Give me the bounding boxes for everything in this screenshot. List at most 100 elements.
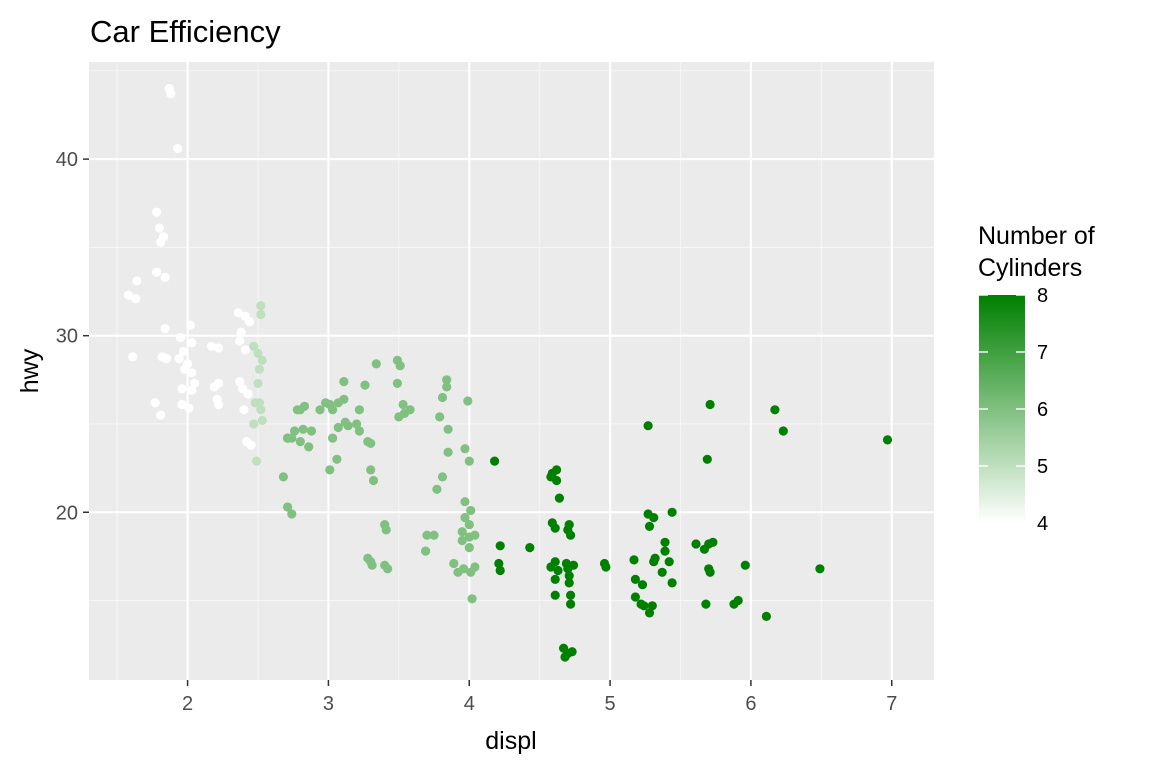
data-point xyxy=(214,343,224,353)
data-point xyxy=(464,520,474,530)
data-point xyxy=(178,347,188,357)
data-point xyxy=(339,394,349,404)
x-tick-label: 6 xyxy=(745,693,756,715)
data-point xyxy=(466,505,476,516)
data-point xyxy=(564,571,574,581)
data-point xyxy=(561,558,572,569)
data-point xyxy=(494,558,504,569)
data-point xyxy=(383,564,393,574)
data-point xyxy=(566,590,576,600)
data-point xyxy=(392,378,402,388)
data-point xyxy=(550,574,560,585)
data-point xyxy=(332,454,342,464)
data-point xyxy=(733,595,743,606)
data-point xyxy=(343,421,353,431)
data-point xyxy=(325,465,335,475)
data-point xyxy=(253,378,263,388)
x-axis: 2 3 4 5 6 7 xyxy=(182,680,897,715)
data-point xyxy=(236,327,246,337)
data-point xyxy=(173,143,183,154)
data-point xyxy=(442,382,452,392)
data-point xyxy=(553,565,563,576)
data-point xyxy=(470,562,480,572)
legend-ticks: 4 5 6 7 8 xyxy=(979,285,1048,535)
x-tick-label: 7 xyxy=(886,693,897,715)
data-point xyxy=(422,530,432,540)
data-point xyxy=(243,389,253,399)
data-point xyxy=(495,541,505,551)
data-point xyxy=(209,382,219,392)
data-point xyxy=(254,364,264,374)
data-point xyxy=(150,398,160,408)
data-point xyxy=(667,507,677,517)
legend-title-line-1: Number of xyxy=(978,222,1095,250)
data-point xyxy=(180,364,190,374)
data-point xyxy=(399,408,410,418)
data-point xyxy=(174,354,184,364)
legend-label: 7 xyxy=(1037,342,1048,364)
data-point xyxy=(770,405,780,415)
data-point xyxy=(315,405,325,415)
data-point xyxy=(459,564,469,574)
data-point xyxy=(442,375,452,385)
data-point xyxy=(290,426,300,436)
data-point xyxy=(244,317,255,327)
data-point xyxy=(187,385,197,395)
data-point xyxy=(304,442,314,452)
data-point xyxy=(354,405,364,415)
data-point xyxy=(278,472,288,482)
data-point xyxy=(185,320,195,330)
data-point xyxy=(360,380,370,390)
data-point xyxy=(283,433,293,443)
data-point xyxy=(660,537,670,547)
data-point xyxy=(464,543,474,553)
major-grid xyxy=(89,62,934,680)
data-point xyxy=(644,521,655,532)
data-point xyxy=(449,558,459,569)
data-point xyxy=(132,276,142,286)
data-point xyxy=(546,472,556,482)
data-point xyxy=(546,562,556,572)
legend-label: 8 xyxy=(1037,285,1048,307)
data-point xyxy=(395,361,405,371)
data-point xyxy=(566,599,576,609)
data-point xyxy=(650,553,660,563)
data-point xyxy=(239,405,249,415)
data-point xyxy=(156,410,166,420)
data-point xyxy=(160,324,170,334)
legend-label: 5 xyxy=(1037,456,1048,478)
data-point xyxy=(495,565,505,576)
data-point xyxy=(257,355,267,365)
data-point xyxy=(249,341,259,351)
data-point xyxy=(328,433,338,443)
data-point xyxy=(256,405,266,415)
data-point xyxy=(366,438,376,448)
data-point xyxy=(166,89,176,99)
data-point xyxy=(235,377,245,387)
x-axis-title: displ xyxy=(485,727,536,755)
data-point xyxy=(253,348,263,358)
data-point xyxy=(368,475,379,486)
x-tick-label: 5 xyxy=(605,693,616,715)
legend-label: 4 xyxy=(1037,513,1048,535)
data-point xyxy=(460,513,470,523)
data-point xyxy=(152,267,162,277)
data-point xyxy=(123,290,133,300)
data-point xyxy=(366,465,376,475)
data-point xyxy=(708,537,718,547)
data-point xyxy=(256,301,266,311)
data-point xyxy=(470,530,480,540)
data-point xyxy=(644,608,655,618)
data-point xyxy=(421,546,431,556)
data-point xyxy=(190,378,200,388)
data-point xyxy=(187,368,197,378)
data-point xyxy=(705,399,715,410)
data-point xyxy=(295,437,305,447)
data-point xyxy=(649,513,659,523)
data-point xyxy=(435,412,445,422)
data-point xyxy=(371,359,381,369)
data-point xyxy=(250,398,260,408)
data-point xyxy=(161,354,172,364)
data-point xyxy=(554,493,565,503)
